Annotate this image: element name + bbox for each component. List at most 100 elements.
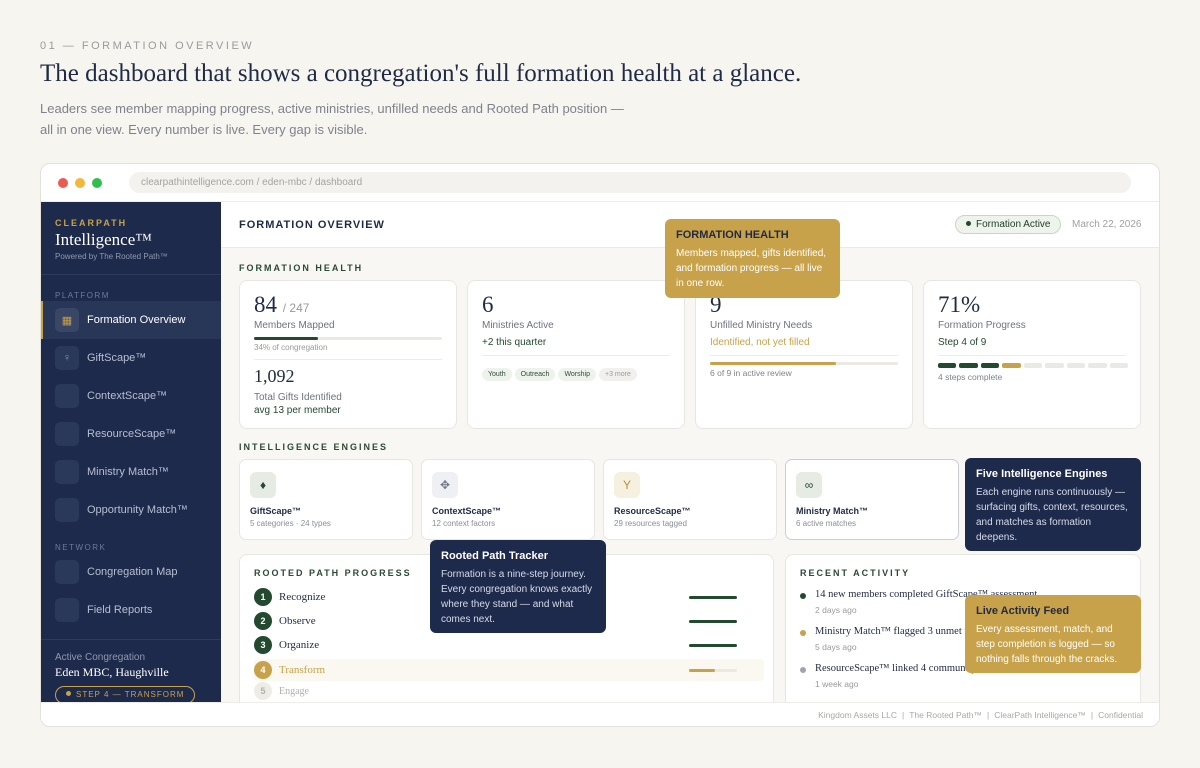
step-bar: [689, 643, 737, 647]
tooltip-formation-health: FORMATION HEALTH Members mapped, gifts i…: [665, 219, 840, 298]
rooted-step[interactable]: 5 Engage: [254, 681, 764, 701]
status-badge: Formation Active: [955, 215, 1062, 234]
sidebar: CLEARPATH Intelligence™ Powered by The R…: [41, 202, 221, 704]
gifts-label: Total Gifts Identified: [254, 392, 342, 403]
engine-name: ContextScape™: [432, 506, 502, 516]
sidebar-item-congregation-map[interactable]: Congregation Map: [41, 553, 221, 591]
maximize-dot-icon[interactable]: [92, 177, 102, 188]
footer-item: ClearPath Intelligence™: [994, 710, 1086, 720]
footer-item: Confidential: [1098, 710, 1143, 720]
step-segment: [1088, 363, 1107, 368]
sidebar-item-resourcescape[interactable]: ResourceScape™: [41, 415, 221, 453]
engine-sub: 5 categories · 24 types: [250, 519, 331, 528]
tooltip-activity: Live Activity Feed Every assessment, mat…: [965, 595, 1141, 673]
bulb-icon: ♀: [55, 346, 79, 370]
gifts-value: 1,092: [254, 366, 295, 386]
step-segment: [1109, 363, 1128, 368]
progress-value: 71%: [938, 292, 981, 317]
sidebar-divider: [41, 274, 221, 275]
members-card[interactable]: 84 / 247 Members Mapped 34% of congregat…: [239, 280, 457, 429]
tag[interactable]: Youth: [482, 368, 512, 381]
more-tags[interactable]: +3 more: [599, 368, 637, 381]
opportunity-icon: [55, 498, 79, 522]
step-bar: [689, 619, 737, 623]
needs-review: 6 of 9 in active review: [710, 368, 792, 378]
ministries-card[interactable]: 6 Ministries Active +2 this quarter Yout…: [467, 280, 685, 429]
tag[interactable]: Worship: [558, 368, 596, 381]
step-segment: [1023, 363, 1043, 368]
sidebar-item-ministry-match[interactable]: Ministry Match™: [41, 453, 221, 491]
engine-sub: 29 resources tagged: [614, 519, 687, 528]
progress-sub: Step 4 of 9: [938, 337, 987, 348]
card-divider: [482, 355, 670, 356]
minimize-dot-icon[interactable]: [75, 177, 85, 188]
activity-time: 2 days ago: [815, 605, 857, 615]
engine-name: Ministry Match™: [796, 506, 869, 516]
engine-card-contextscape[interactable]: ✥ ContextScape™ 12 context factors: [421, 459, 595, 540]
sidebar-item-contextscape[interactable]: ContextScape™: [41, 377, 221, 415]
address-bar[interactable]: clearpathintelligence.com / eden-mbc / d…: [129, 172, 1131, 193]
browser-chrome: clearpathintelligence.com / eden-mbc / d…: [41, 164, 1159, 202]
map-icon: [55, 560, 79, 584]
step-segment: [938, 363, 957, 368]
page-title: FORMATION OVERVIEW: [239, 219, 385, 231]
step-name: Recognize: [279, 591, 326, 603]
step-number: 5: [254, 682, 272, 700]
rooted-step[interactable]: 1 Recognize: [254, 587, 764, 607]
members-label: Members Mapped: [254, 320, 335, 331]
engine-sub: 6 active matches: [796, 519, 857, 528]
card-divider: [254, 359, 442, 360]
sidebar-item-giftscape[interactable]: ♀ GiftScape™: [41, 339, 221, 377]
sidebar-section-network: NETWORK: [55, 543, 107, 552]
tag[interactable]: Outreach: [514, 368, 556, 381]
brand-sub: Powered by The Rooted Path™: [55, 252, 168, 261]
activity-dot: [800, 593, 806, 599]
needs-progress-bar: [710, 362, 898, 365]
tooltip-body: Members mapped, gifts identified, and fo…: [676, 248, 827, 289]
rooted-step[interactable]: 2 Observe: [254, 611, 764, 631]
intro-headline: The dashboard that shows a congregation'…: [40, 60, 802, 87]
close-dot-icon[interactable]: [58, 177, 68, 188]
activity-item[interactable]: ResourceScape™ linked 4 community assets…: [800, 663, 1130, 695]
engine-card-ministry-match[interactable]: ∞ Ministry Match™ 6 active matches: [785, 459, 959, 540]
engine-name: ResourceScape™: [614, 506, 691, 516]
sidebar-item-formation-overview[interactable]: ▦ Formation Overview: [41, 301, 221, 339]
step-number: 3: [254, 636, 272, 654]
rooted-step-current[interactable]: 4 Transform: [254, 659, 764, 681]
step-name: Observe: [279, 615, 316, 627]
engine-sub: 12 context factors: [432, 519, 496, 528]
step-name: Transform: [279, 664, 326, 676]
activity-item[interactable]: Ministry Match™ flagged 3 unmet needs 5 …: [800, 626, 1130, 658]
tooltip-title: Five Intelligence Engines: [976, 468, 1108, 480]
rooted-step[interactable]: 3 Organize: [254, 635, 764, 655]
step-segment: [1066, 363, 1086, 368]
activity-text: ResourceScape™ linked 4 community assets: [815, 663, 1004, 674]
progress-card[interactable]: 71% Formation Progress Step 4 of 9 4 ste…: [923, 280, 1141, 429]
card-divider: [710, 355, 898, 356]
tooltip-title: Live Activity Feed: [976, 605, 1070, 617]
tooltip-body: Formation is a nine-step journey. Every …: [441, 569, 593, 625]
needs-card[interactable]: 9 Unfilled Ministry Needs Identified, no…: [695, 280, 913, 429]
gifts-avg: avg 13 per member: [254, 405, 341, 416]
step-number: 2: [254, 612, 272, 630]
tooltip-rooted-path: Rooted Path Tracker Formation is a nine-…: [430, 540, 606, 633]
tooltip-body: Each engine runs continuously — surfacin…: [976, 487, 1128, 543]
tooltip-title: FORMATION HEALTH: [676, 229, 789, 241]
sidebar-item-opportunity-match[interactable]: Opportunity Match™: [41, 491, 221, 529]
section-label-rooted: ROOTED PATH PROGRESS: [254, 568, 412, 578]
sidebar-item-label: Congregation Map: [87, 566, 178, 578]
engine-card-giftscape[interactable]: ♦ GiftScape™ 5 categories · 24 types: [239, 459, 413, 540]
match-icon: [55, 460, 79, 484]
intro-lede: Leaders see member mapping progress, act…: [40, 101, 624, 137]
activity-item[interactable]: 14 new members completed GiftScape™ asse…: [800, 589, 1130, 621]
sidebar-item-field-reports[interactable]: Field Reports: [41, 591, 221, 629]
tooltip-body: Every assessment, match, and step comple…: [976, 624, 1118, 665]
step-bar: [689, 595, 737, 599]
step-segment: [980, 363, 1000, 368]
members-value: 84 / 247: [254, 292, 310, 317]
progress-complete: 4 steps complete: [938, 372, 1003, 382]
ministries-label: Ministries Active: [482, 320, 554, 331]
activity-text: 14 new members completed GiftScape™ asse…: [815, 589, 1038, 600]
sidebar-item-label: ResourceScape™: [87, 428, 177, 440]
engine-card-resourcescape[interactable]: Y ResourceScape™ 29 resources tagged: [603, 459, 777, 540]
